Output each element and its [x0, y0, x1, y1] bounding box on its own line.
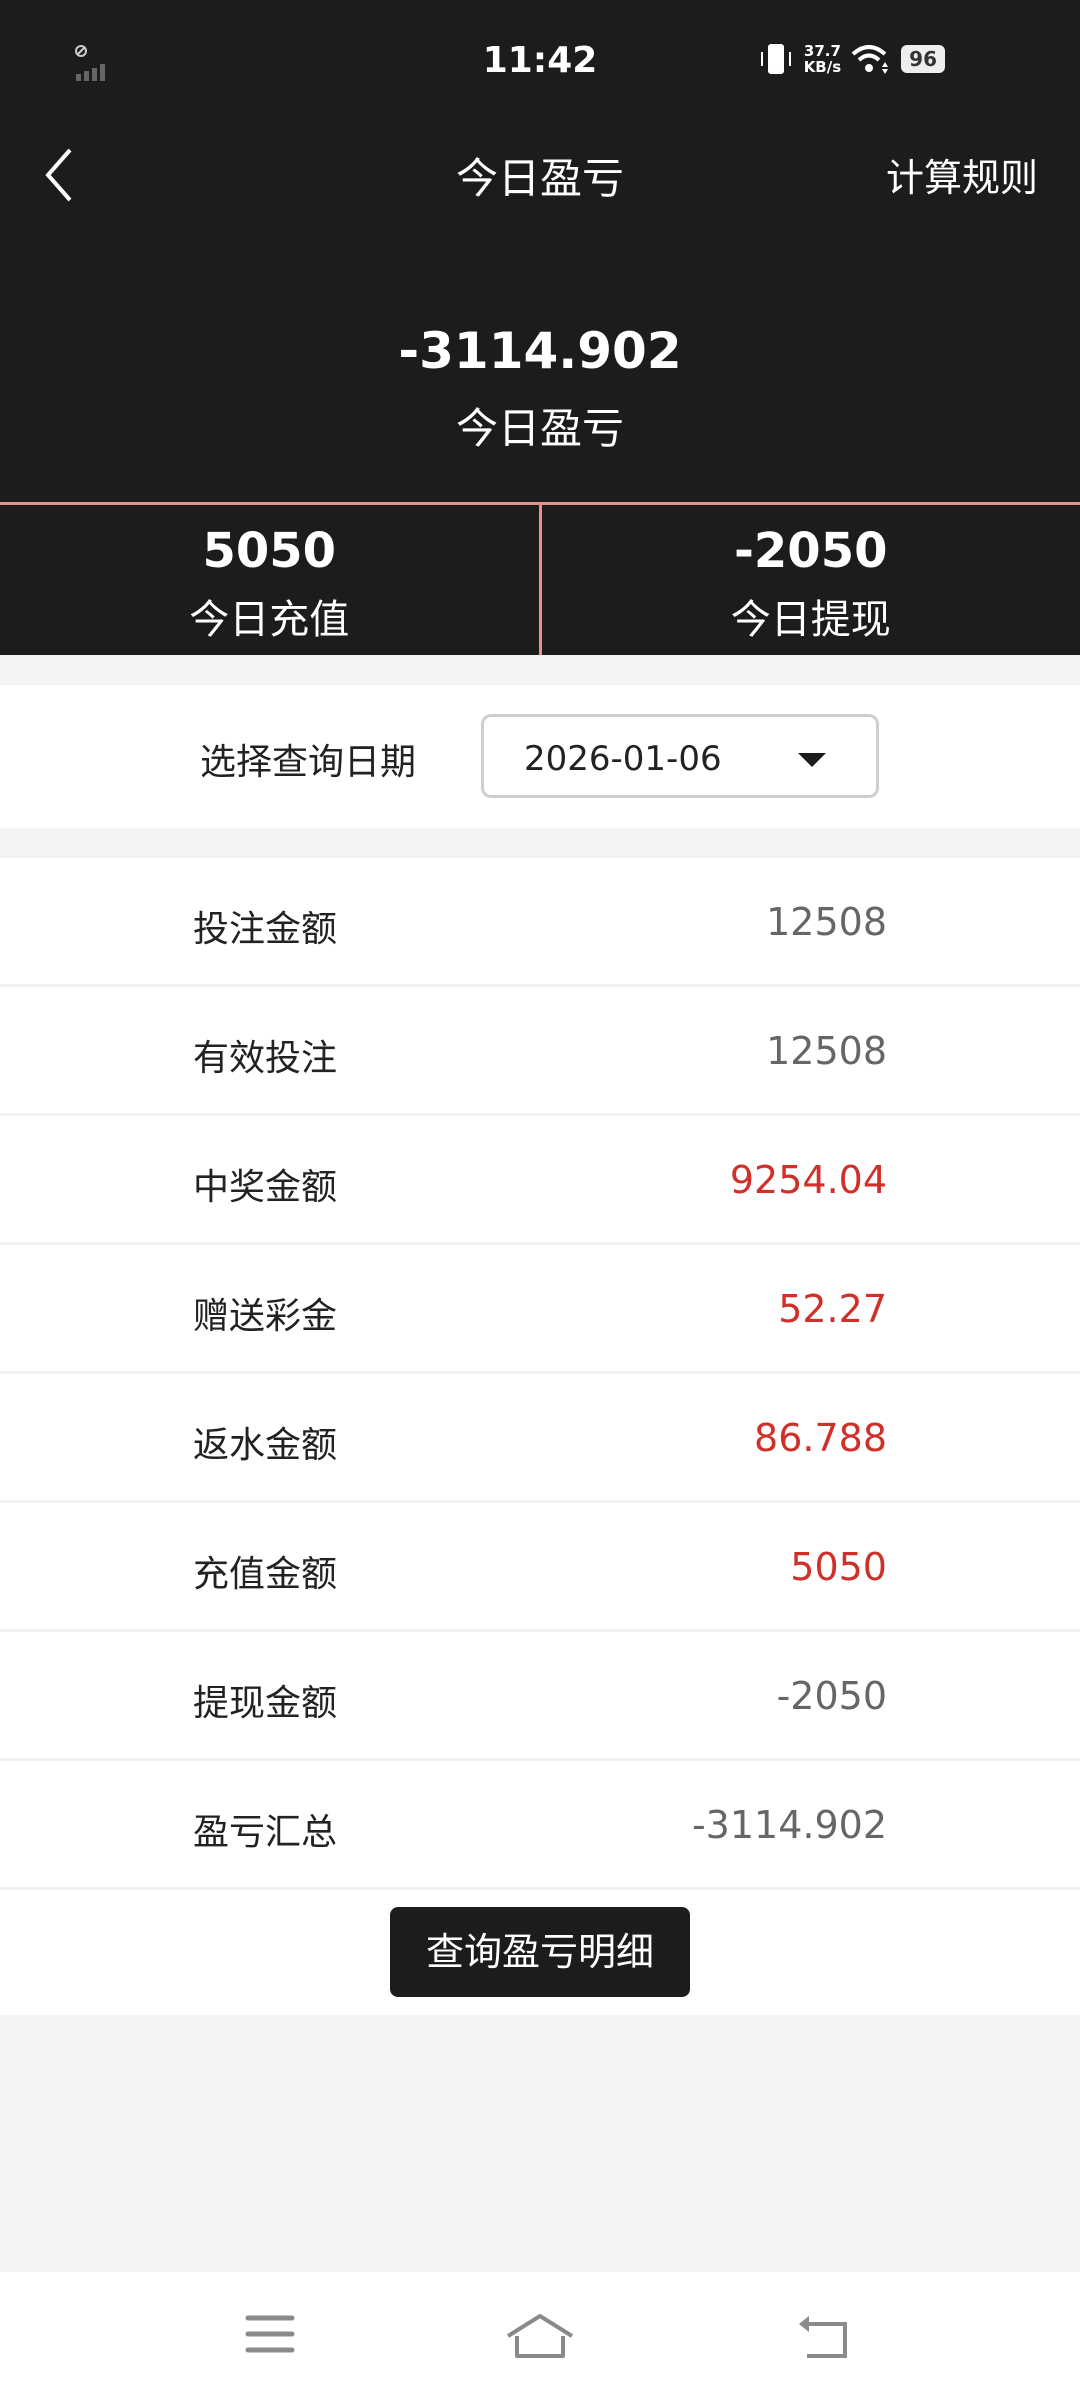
date-select[interactable]: 2026-01-06: [481, 714, 879, 798]
today-profit-label: 今日盈亏: [455, 404, 624, 453]
page-title: 今日盈亏: [455, 154, 624, 203]
vibrate-icon: [760, 44, 791, 74]
withdraw-value: -2050: [733, 523, 888, 579]
back-button[interactable]: [40, 145, 90, 205]
table-row: 返水金额 86.788: [0, 1374, 1080, 1503]
table-row: 赠送彩金 52.27: [0, 1245, 1080, 1374]
system-nav-bar: [0, 2272, 1080, 2400]
row-label: 有效投注: [193, 1038, 338, 1079]
row-label: 赠送彩金: [193, 1296, 338, 1337]
row-label: 盈亏汇总: [193, 1812, 338, 1853]
date-filter: 选择查询日期 2026-01-06: [0, 685, 1080, 828]
row-value: 12508: [766, 900, 887, 944]
button-row: 查询盈亏明细: [0, 1890, 1080, 2015]
net-speed-value: 37.7: [803, 42, 841, 60]
battery-indicator: 96: [901, 45, 945, 73]
menu-icon[interactable]: [245, 2314, 295, 2354]
row-value: 9254.04: [729, 1158, 887, 1202]
clock: 11:42: [482, 40, 598, 81]
recharge-value: 5050: [202, 523, 337, 579]
dropdown-arrow-icon: [798, 753, 826, 767]
query-detail-button[interactable]: 查询盈亏明细: [390, 1907, 690, 1997]
row-value: -3114.902: [691, 1803, 887, 1847]
table-row: 中奖金额 9254.04: [0, 1116, 1080, 1245]
today-withdraw: -2050 今日提现: [538, 505, 1080, 655]
table-row: 提现金额 -2050: [0, 1632, 1080, 1761]
calculation-rules-button[interactable]: 计算规则: [885, 156, 1038, 200]
row-label: 中奖金额: [193, 1167, 338, 1208]
row-label: 投注金额: [193, 909, 338, 950]
table-row: 盈亏汇总 -3114.902: [0, 1761, 1080, 1890]
row-label: 提现金额: [193, 1683, 338, 1724]
row-value: -2050: [776, 1674, 887, 1718]
row-value: 5050: [790, 1545, 887, 1589]
network-speed: 37.7 KB/s: [804, 43, 841, 75]
wifi-icon: [851, 45, 889, 74]
date-label: 选择查询日期: [200, 742, 417, 783]
table-row: 投注金额 12508: [0, 858, 1080, 987]
back-nav-icon[interactable]: [795, 2314, 850, 2359]
row-value: 12508: [766, 1029, 887, 1073]
today-recharge: 5050 今日充值: [0, 505, 539, 655]
row-label: 返水金额: [193, 1425, 338, 1466]
row-value: 52.27: [778, 1287, 887, 1331]
header-panel: 11:42 37.7 KB/s 96 今日盈亏 计算规则 -3114.902 今日…: [0, 0, 1080, 655]
signal-icon: [75, 45, 105, 81]
table-row: 有效投注 12508: [0, 987, 1080, 1116]
stats-list: 投注金额 12508 有效投注 12508 中奖金额 9254.04 赠送彩金 52.27 返水…: [0, 858, 1080, 1890]
summary-split: 5050 今日充值 -2050 今日提现: [0, 502, 1080, 655]
status-bar: 11:42 37.7 KB/s 96: [0, 38, 1080, 88]
recharge-label: 今日充值: [189, 597, 350, 643]
row-value: 86.788: [754, 1416, 887, 1460]
today-profit-value: -3114.902: [398, 322, 682, 380]
net-speed-unit: KB/s: [803, 58, 842, 76]
date-value: 2026-01-06: [524, 739, 722, 779]
row-label: 充值金额: [193, 1554, 338, 1595]
withdraw-label: 今日提现: [730, 597, 891, 643]
home-icon[interactable]: [505, 2314, 575, 2359]
table-row: 充值金额 5050: [0, 1503, 1080, 1632]
